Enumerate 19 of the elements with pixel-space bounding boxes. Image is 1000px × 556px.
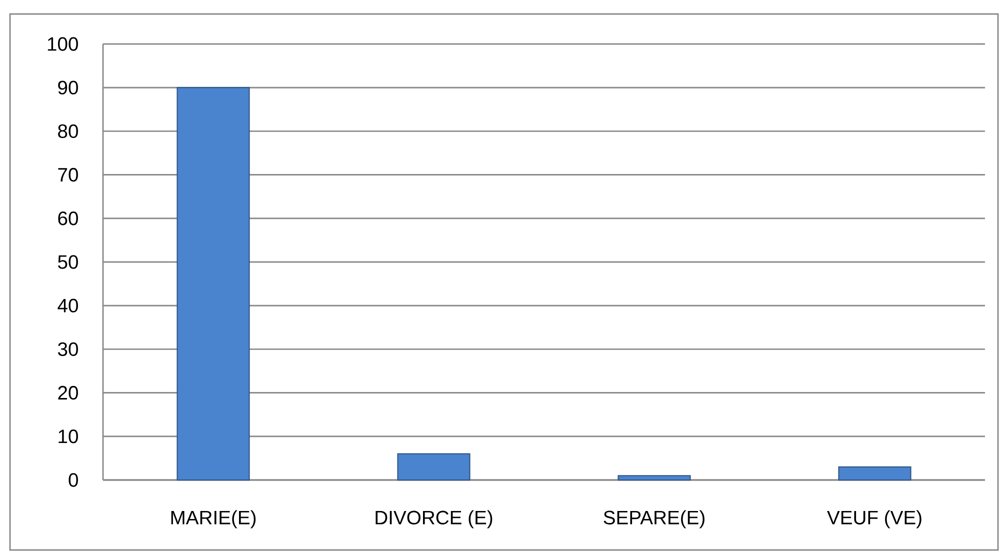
x-tick-label: VEUF (VE)	[827, 510, 922, 528]
y-tick-label: 50	[58, 255, 78, 269]
y-tick-label: 100	[48, 37, 78, 51]
bar	[618, 475, 691, 481]
bar	[397, 453, 470, 481]
y-tick-label: 70	[58, 168, 78, 182]
x-tick-label: DIVORCE (E)	[376, 510, 492, 528]
y-tick-label: 20	[58, 386, 78, 400]
y-tick-label: 10	[58, 430, 78, 444]
y-tick-label: 80	[58, 124, 78, 138]
x-tick-label: SEPARE(E)	[604, 510, 704, 528]
y-tick-label: 90	[58, 80, 78, 94]
bar	[176, 87, 250, 481]
y-tick-label: 40	[58, 298, 78, 312]
x-tick-label: MARIE(E)	[171, 510, 256, 528]
y-tick-label: 30	[58, 342, 78, 356]
y-tick-label: 60	[58, 212, 78, 226]
y-tick-label: 0	[68, 473, 78, 487]
bar	[838, 466, 912, 481]
